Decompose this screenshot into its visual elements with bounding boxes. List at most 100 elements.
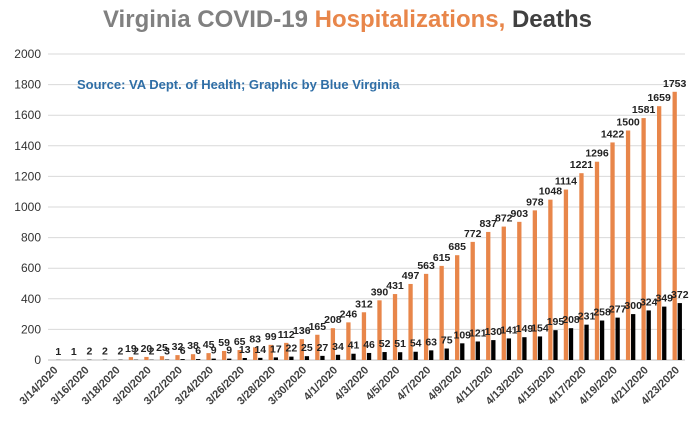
hospitalization-data-label: 83 <box>249 333 261 345</box>
hospitalization-data-label: 99 <box>265 331 277 343</box>
y-tick-label: 1200 <box>14 169 41 183</box>
hospitalization-bar <box>128 357 134 360</box>
death-data-label: 2 <box>133 346 139 358</box>
death-data-label: 2 <box>149 346 155 358</box>
death-bar <box>351 353 356 360</box>
hospitalization-data-label: 1422 <box>601 128 625 140</box>
death-data-label: 258 <box>593 307 611 319</box>
hospitalization-bar <box>408 283 413 360</box>
death-bar <box>662 306 667 360</box>
death-data-label: 208 <box>562 314 580 326</box>
death-bar <box>491 340 496 360</box>
hospitalization-data-label: 872 <box>495 213 513 225</box>
hospitalization-bar <box>315 334 320 360</box>
hospitalization-bar <box>501 226 506 360</box>
death-data-label: 14 <box>254 344 266 356</box>
hospitalization-bar <box>641 118 646 361</box>
death-data-label: 2 <box>102 346 108 358</box>
death-bar <box>273 357 278 360</box>
y-tick-label: 1000 <box>14 200 41 214</box>
death-bar <box>289 356 294 360</box>
death-data-label: 195 <box>547 316 565 328</box>
death-bar <box>584 324 589 360</box>
death-bar <box>460 343 465 360</box>
hospitalization-data-label: 978 <box>526 196 544 208</box>
death-data-label: 52 <box>379 338 391 350</box>
death-data-label: 46 <box>363 339 375 351</box>
title-hospitalizations: Hospitalizations, <box>314 6 506 33</box>
death-bar <box>646 310 651 360</box>
hospitalization-bar <box>625 130 631 360</box>
hospitalization-data-label: 1753 <box>663 78 687 90</box>
death-data-label: 109 <box>454 329 472 341</box>
hospitalization-bar <box>330 328 336 360</box>
death-data-label: 141 <box>500 324 518 336</box>
death-bar <box>242 358 247 360</box>
death-data-label: 6 <box>195 345 201 357</box>
hospitalization-bar <box>159 356 165 360</box>
hospitalization-bar <box>517 221 522 360</box>
death-data-label: 34 <box>332 341 344 353</box>
hospitalization-data-label: 1221 <box>570 159 594 171</box>
hospitalization-bar <box>610 142 615 360</box>
death-bar <box>382 352 387 360</box>
hospitalization-data-label: 615 <box>433 252 451 264</box>
death-bar <box>537 336 543 360</box>
death-data-label: 2 <box>118 346 124 358</box>
death-data-label: 41 <box>348 340 360 352</box>
hospitalization-bar <box>361 312 367 360</box>
y-tick-label: 1800 <box>14 78 41 92</box>
hospitalization-data-label: 1581 <box>632 104 656 116</box>
hospitalization-bar <box>594 161 600 360</box>
y-tick-label: 200 <box>21 322 41 336</box>
death-bar <box>615 317 620 360</box>
death-bar <box>180 359 185 360</box>
hospitalization-bar <box>144 356 149 360</box>
death-bar <box>631 314 636 360</box>
hospitalization-data-label: 563 <box>417 260 435 272</box>
death-bar <box>195 359 201 360</box>
death-data-label: 22 <box>286 343 298 355</box>
hospitalization-data-label: 45 <box>203 339 215 351</box>
hospitalization-bar <box>548 199 553 360</box>
death-bar <box>506 338 512 360</box>
hospitalization-bar <box>672 91 677 360</box>
chart-title: Virginia COVID-19 Hospitalizations, Deat… <box>0 6 695 34</box>
hospitalization-data-label: 246 <box>340 308 358 320</box>
death-data-label: 1 <box>71 346 77 358</box>
death-bar <box>397 352 403 360</box>
death-bar <box>568 328 574 360</box>
hospitalization-bar <box>284 342 289 360</box>
death-data-label: 27 <box>317 342 329 354</box>
death-bar <box>366 352 372 360</box>
death-data-label: 349 <box>655 293 673 305</box>
hospitalization-bar <box>206 353 211 360</box>
hospitalization-data-label: 19 <box>125 343 137 355</box>
hospitalization-bar <box>237 350 242 360</box>
death-bar <box>320 355 325 360</box>
y-tick-label: 1600 <box>14 108 41 122</box>
y-tick-label: 800 <box>21 231 41 245</box>
death-data-label: 300 <box>624 300 642 312</box>
hospitalization-bar <box>253 347 258 360</box>
hospitalization-data-label: 1659 <box>647 92 671 104</box>
death-data-label: 9 <box>211 345 217 357</box>
source-note: Source: VA Dept. of Health; Graphic by B… <box>77 77 400 92</box>
hospitalization-data-label: 1500 <box>616 117 640 129</box>
death-bar <box>335 354 341 360</box>
death-data-label: 154 <box>531 322 549 334</box>
hospitalization-data-label: 312 <box>355 298 373 310</box>
y-tick-label: 600 <box>21 261 41 275</box>
death-data-label: 149 <box>516 323 534 335</box>
death-data-label: 17 <box>270 343 282 355</box>
hospitalization-data-label: 112 <box>278 329 295 341</box>
death-data-label: 372 <box>671 289 689 301</box>
death-data-label: 121 <box>469 327 487 339</box>
death-data-label: 63 <box>425 336 437 348</box>
hospitalization-bar <box>470 241 475 360</box>
hospitalization-bar <box>423 273 429 360</box>
hospitalization-bar <box>175 355 180 360</box>
death-data-label: 75 <box>441 335 453 347</box>
title-deaths: Deaths <box>505 6 592 33</box>
